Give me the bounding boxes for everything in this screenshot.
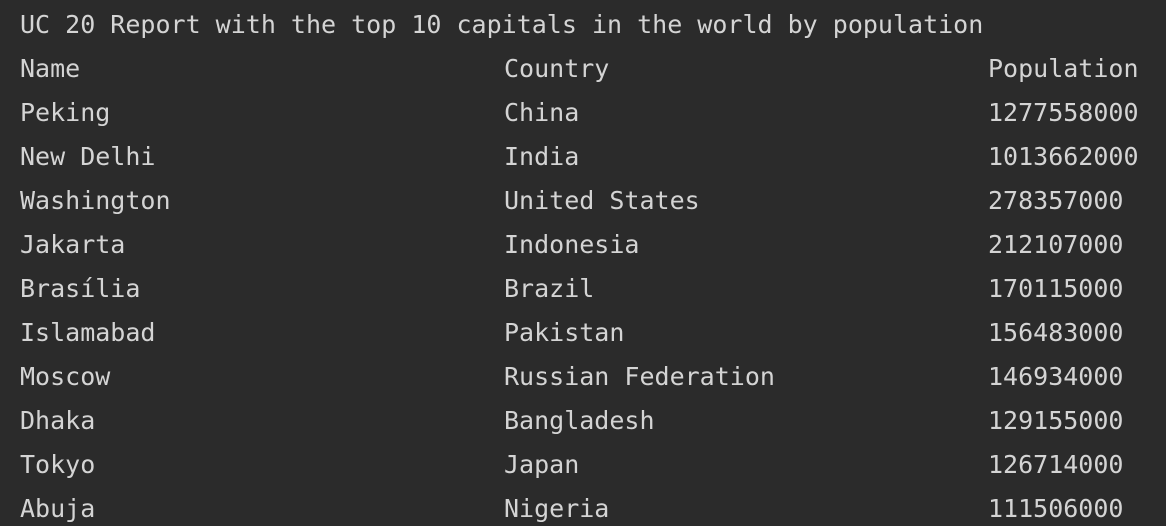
row-population: 111506000 bbox=[988, 494, 1124, 523]
report-title: UC 20 Report with the top 10 capitals in… bbox=[20, 10, 984, 39]
table-row: Dhaka Bangladesh 129155000 bbox=[0, 399, 1166, 443]
row-name: Islamabad bbox=[20, 318, 156, 347]
row-country: United States bbox=[504, 186, 700, 215]
row-name: Washington bbox=[20, 186, 171, 215]
row-name: Brasília bbox=[20, 274, 141, 303]
table-row: Washington United States 278357000 bbox=[0, 179, 1166, 223]
table-row: Moscow Russian Federation 146934000 bbox=[0, 355, 1166, 399]
table-row: Peking China 1277558000 bbox=[0, 91, 1166, 135]
header-name: Name bbox=[20, 54, 81, 83]
row-country: Nigeria bbox=[504, 494, 610, 523]
row-name: Abuja bbox=[20, 494, 96, 523]
header-country: Country bbox=[504, 54, 610, 83]
row-population: 156483000 bbox=[988, 318, 1124, 347]
row-population: 170115000 bbox=[988, 274, 1124, 303]
report-title-line: UC 20 Report with the top 10 capitals in… bbox=[0, 3, 1166, 47]
row-name: Tokyo bbox=[20, 450, 96, 479]
row-population: 278357000 bbox=[988, 186, 1124, 215]
table-row: New Delhi India 1013662000 bbox=[0, 135, 1166, 179]
row-country: China bbox=[504, 98, 580, 127]
row-population: 212107000 bbox=[988, 230, 1124, 259]
header-population: Population bbox=[988, 54, 1139, 83]
row-name: Jakarta bbox=[20, 230, 126, 259]
row-population: 1013662000 bbox=[988, 142, 1139, 171]
header-row: Name Country Population bbox=[0, 47, 1166, 91]
table-row: Abuja Nigeria 111506000 bbox=[0, 487, 1166, 526]
row-country: Brazil bbox=[504, 274, 595, 303]
row-name: Moscow bbox=[20, 362, 111, 391]
table-row: Jakarta Indonesia 212107000 bbox=[0, 223, 1166, 267]
row-country: Bangladesh bbox=[504, 406, 655, 435]
table-row: Islamabad Pakistan 156483000 bbox=[0, 311, 1166, 355]
row-country: Japan bbox=[504, 450, 580, 479]
row-country: Indonesia bbox=[504, 230, 640, 259]
row-population: 1277558000 bbox=[988, 98, 1139, 127]
row-population: 146934000 bbox=[988, 362, 1124, 391]
row-country: Pakistan bbox=[504, 318, 625, 347]
row-population: 129155000 bbox=[988, 406, 1124, 435]
table-row: Brasília Brazil 170115000 bbox=[0, 267, 1166, 311]
row-country: Russian Federation bbox=[504, 362, 775, 391]
row-population: 126714000 bbox=[988, 450, 1124, 479]
row-name: Peking bbox=[20, 98, 111, 127]
row-name: New Delhi bbox=[20, 142, 156, 171]
row-country: India bbox=[504, 142, 580, 171]
table-row: Tokyo Japan 126714000 bbox=[0, 443, 1166, 487]
row-name: Dhaka bbox=[20, 406, 96, 435]
